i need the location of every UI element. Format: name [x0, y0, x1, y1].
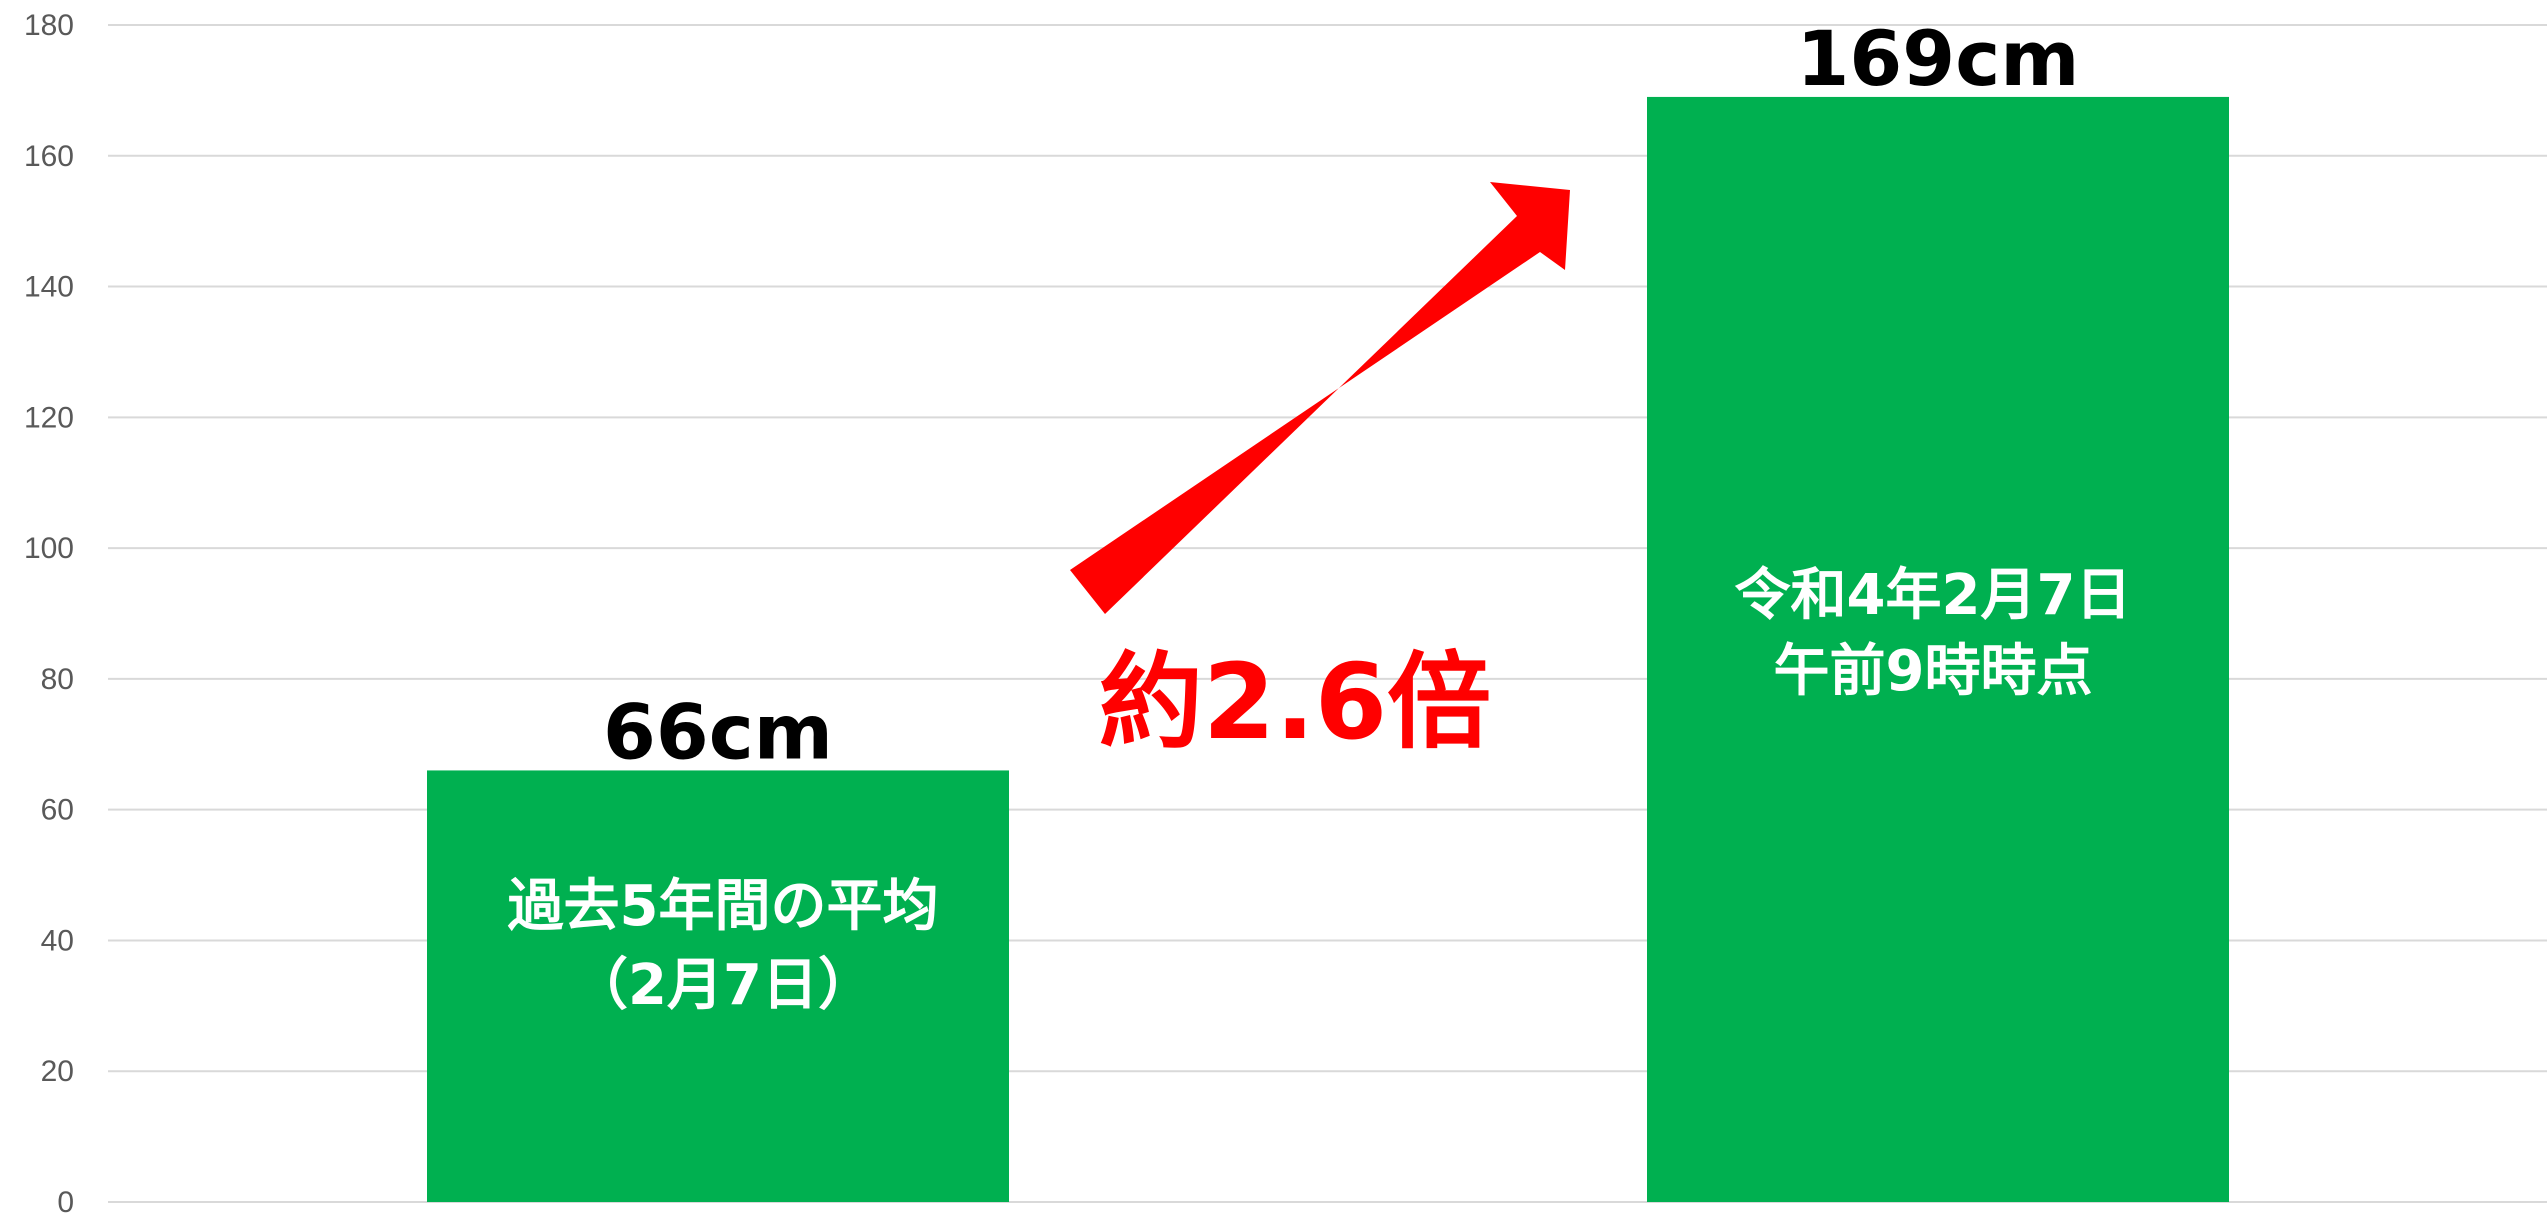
- bar: [427, 770, 1009, 1202]
- y-tick-label: 160: [24, 140, 74, 173]
- y-tick-label: 120: [24, 401, 74, 434]
- arrow-shape: [1070, 182, 1570, 614]
- bar-inner-label: 午前9時時点: [1774, 639, 2093, 704]
- y-axis: 0 20 40 60 80 100 120 140 160 180: [24, 9, 74, 1213]
- bar-data-label: 66cm: [603, 687, 833, 776]
- y-tick-label: 40: [41, 924, 74, 957]
- y-tick-label: 0: [57, 1186, 74, 1213]
- y-tick-label: 80: [41, 663, 74, 696]
- bar-inner-label: 令和4年2月7日: [1735, 563, 2132, 628]
- bar-inner-label: 過去5年間の平均: [508, 874, 939, 939]
- y-tick-label: 60: [41, 794, 74, 827]
- bar-inner-label: （2月7日）: [572, 953, 874, 1018]
- bar-data-label: 169cm: [1797, 14, 2080, 103]
- increase-arrow: [1070, 182, 1570, 614]
- bar: [1647, 96, 2229, 1203]
- y-tick-label: 180: [24, 9, 74, 42]
- y-tick-label: 140: [24, 271, 74, 304]
- ratio-annotation: 約2.6倍: [1099, 641, 1491, 763]
- y-tick-label: 20: [41, 1055, 74, 1088]
- y-tick-label: 100: [24, 532, 74, 565]
